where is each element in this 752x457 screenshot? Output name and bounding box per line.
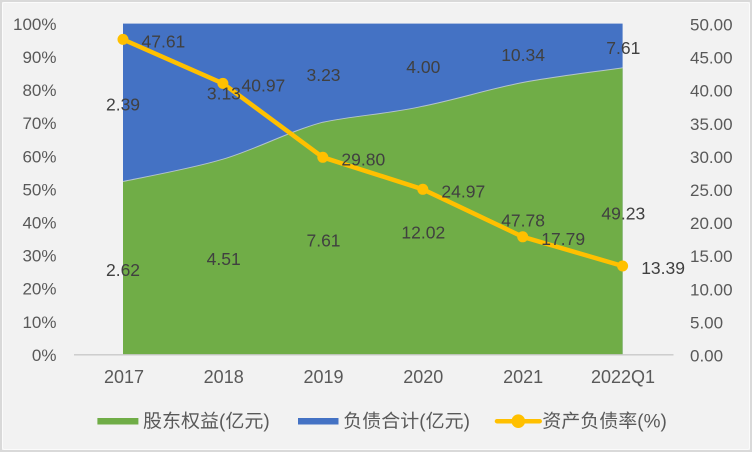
svg-text:7.61: 7.61 [606,38,640,58]
svg-text:49.23: 49.23 [601,203,645,223]
svg-text:40.00: 40.00 [690,82,733,101]
svg-text:(: ( [219,412,226,433]
svg-text:12.02: 12.02 [401,222,445,242]
svg-text:4.00: 4.00 [406,57,440,77]
svg-text:2020: 2020 [403,367,443,387]
svg-text:47.61: 47.61 [142,31,186,51]
svg-text:7.61: 7.61 [306,230,340,250]
svg-text:0%: 0% [32,346,57,365]
svg-text:40.97: 40.97 [242,75,286,95]
svg-text:2021: 2021 [503,367,543,387]
svg-text:30.00: 30.00 [690,148,733,167]
svg-text:50%: 50% [22,180,56,199]
svg-text:47.78: 47.78 [501,211,545,231]
svg-text:100%: 100% [13,15,56,34]
svg-text:4.51: 4.51 [207,249,241,269]
svg-text:): ) [464,412,470,433]
svg-text:2022Q1: 2022Q1 [591,367,655,387]
svg-text:45.00: 45.00 [690,49,733,68]
svg-text:2019: 2019 [303,367,343,387]
svg-text:): ) [263,412,269,433]
svg-text:24.97: 24.97 [441,181,485,201]
svg-text:10.00: 10.00 [690,280,733,299]
svg-text:40%: 40% [22,214,56,233]
svg-text:17.79: 17.79 [541,229,585,249]
svg-text:0.00: 0.00 [690,347,723,366]
svg-text:3.13: 3.13 [207,83,241,103]
svg-text:3.23: 3.23 [306,65,340,85]
svg-text:(: ( [419,412,426,433]
svg-text:70%: 70% [22,114,56,133]
svg-text:90%: 90% [22,48,56,67]
svg-text:2018: 2018 [204,367,244,387]
svg-text:25.00: 25.00 [690,181,733,200]
svg-text:10%: 10% [22,313,56,332]
svg-text:10.34: 10.34 [501,45,545,65]
svg-text:20%: 20% [22,280,56,299]
svg-text:2.39: 2.39 [106,95,140,115]
svg-text:20.00: 20.00 [690,214,733,233]
svg-text:35.00: 35.00 [690,115,733,134]
svg-text:2.62: 2.62 [106,260,140,280]
svg-text:50.00: 50.00 [690,16,733,35]
svg-text:13.39: 13.39 [641,258,685,278]
svg-text:29.80: 29.80 [341,149,385,169]
svg-text:30%: 30% [22,247,56,266]
svg-text:80%: 80% [22,81,56,100]
svg-text:5.00: 5.00 [690,313,723,332]
svg-text:(%): (%) [637,412,667,433]
svg-text:60%: 60% [22,147,56,166]
svg-text:15.00: 15.00 [690,247,733,266]
svg-text:2017: 2017 [104,367,144,387]
